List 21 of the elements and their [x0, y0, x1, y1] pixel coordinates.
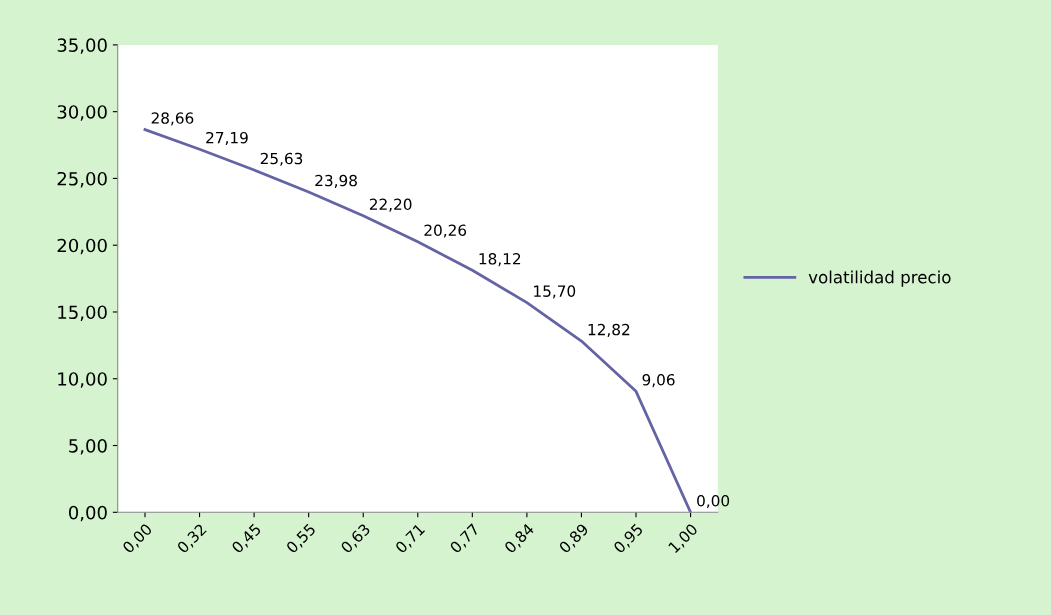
y-tick-label: 15,00: [58, 305, 107, 321]
data-label: 28,66: [151, 112, 194, 126]
data-label: 25,63: [260, 152, 303, 166]
data-label: 15,70: [534, 285, 576, 299]
line-series: [143, 128, 692, 513]
data-label: 9,06: [642, 374, 675, 388]
data-label: 0,00: [697, 495, 730, 509]
data-label: 22,20: [369, 198, 412, 212]
y-tick-label: 0,00: [68, 505, 107, 522]
y-tick-label: 10,00: [58, 372, 107, 388]
y-tick-label: 30,00: [57, 105, 107, 121]
data-label: 27,19: [206, 131, 248, 146]
data-label: 20,26: [424, 224, 467, 238]
y-tick-label: 35,00: [57, 38, 107, 54]
data-label: 12,82: [588, 323, 630, 337]
y-tick-label: 20,00: [57, 238, 107, 255]
data-label: 18,12: [479, 253, 521, 267]
y-tick-label: 25,00: [57, 171, 107, 188]
y-tick-label: 5,00: [69, 438, 107, 455]
data-label: 23,98: [315, 174, 357, 188]
legend-label: volatilidad precio: [808, 270, 951, 287]
